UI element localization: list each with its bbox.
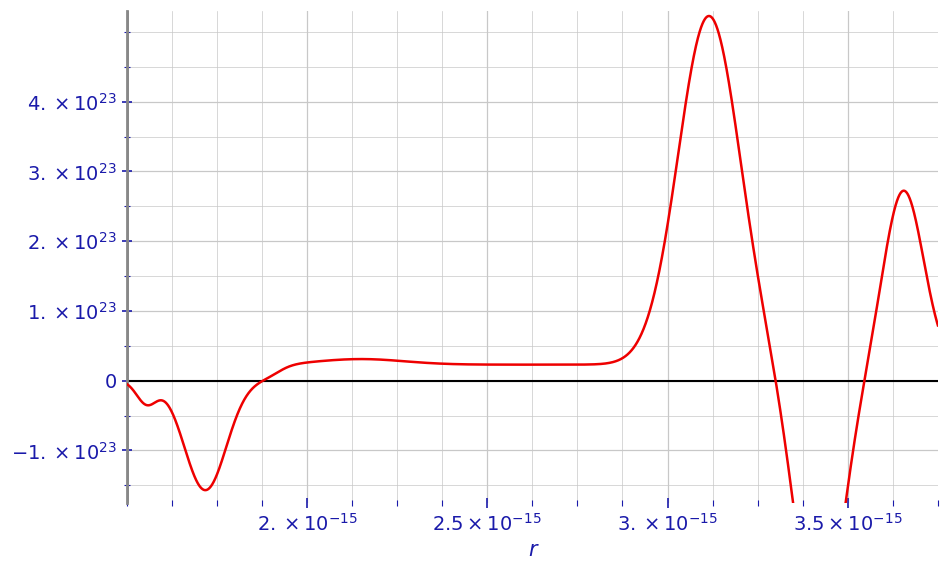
X-axis label: r: r: [528, 540, 536, 560]
